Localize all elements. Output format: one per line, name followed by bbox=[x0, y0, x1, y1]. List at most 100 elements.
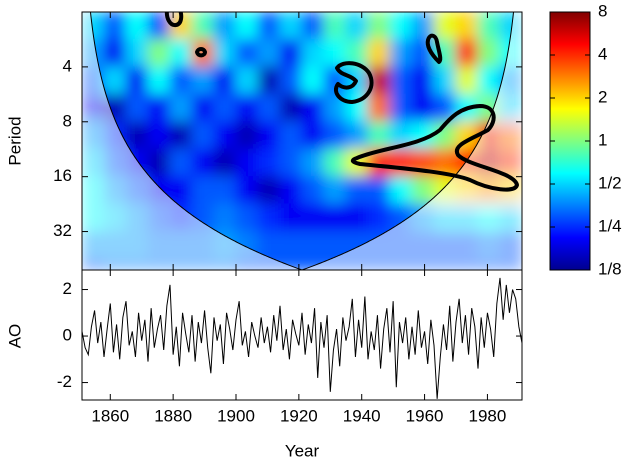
power-cell bbox=[235, 66, 259, 95]
power-cell bbox=[301, 203, 325, 233]
x-tick-label: 1900 bbox=[217, 406, 255, 425]
power-cell bbox=[279, 12, 303, 40]
power-cell bbox=[367, 148, 391, 178]
power-cell bbox=[191, 148, 215, 178]
power-cell bbox=[257, 12, 281, 40]
power-cell bbox=[103, 38, 127, 68]
power-cell bbox=[235, 121, 259, 150]
power-cell bbox=[235, 203, 259, 233]
significance-contours bbox=[164, 12, 519, 192]
y-axis-label: Period bbox=[5, 116, 24, 165]
power-cell bbox=[323, 203, 347, 233]
power-cell bbox=[213, 148, 237, 178]
power-cell bbox=[323, 231, 347, 260]
power-cell bbox=[389, 12, 413, 40]
power-cell bbox=[125, 38, 149, 68]
contour bbox=[425, 33, 443, 64]
power-cell bbox=[323, 121, 347, 150]
power-cell bbox=[257, 66, 281, 95]
y-tick-label: 0 bbox=[63, 326, 72, 345]
power-cell bbox=[125, 93, 149, 123]
power-cell bbox=[389, 148, 413, 178]
power-cell bbox=[279, 38, 303, 68]
power-cell bbox=[213, 66, 237, 95]
power-cell bbox=[147, 121, 171, 150]
power-cell bbox=[257, 176, 281, 205]
power-cell bbox=[213, 121, 237, 150]
power-cell bbox=[213, 38, 237, 68]
power-cell bbox=[367, 93, 391, 123]
power-cell bbox=[257, 203, 281, 233]
power-cell bbox=[301, 12, 325, 40]
power-cell bbox=[455, 38, 479, 68]
power-cell bbox=[323, 176, 347, 205]
power-cell bbox=[477, 12, 501, 40]
power-cell bbox=[147, 12, 171, 40]
power-cell bbox=[345, 203, 369, 233]
power-cell bbox=[191, 176, 215, 205]
power-cell bbox=[125, 121, 149, 150]
power-cell bbox=[411, 12, 435, 40]
y-tick-label: 32 bbox=[53, 221, 72, 240]
contour bbox=[195, 47, 207, 58]
power-cell bbox=[213, 203, 237, 233]
colorbar bbox=[549, 11, 591, 271]
power-cell bbox=[411, 176, 435, 205]
y-tick-label: 2 bbox=[63, 279, 72, 298]
power-cell bbox=[169, 121, 193, 150]
y-tick-label: -2 bbox=[57, 372, 72, 391]
power-cell bbox=[323, 12, 347, 40]
power-cell bbox=[257, 121, 281, 150]
power-cell bbox=[367, 203, 391, 233]
power-cell bbox=[191, 12, 215, 40]
bottom-frame bbox=[81, 269, 523, 401]
power-cell bbox=[235, 176, 259, 205]
x-axis-label: Year bbox=[285, 441, 320, 460]
power-cell bbox=[279, 203, 303, 233]
power-cell bbox=[257, 38, 281, 68]
power-cell bbox=[279, 148, 303, 178]
colorbar-tick-label: 8 bbox=[598, 1, 607, 20]
contour bbox=[164, 12, 184, 28]
power-cell bbox=[301, 121, 325, 150]
power-cell bbox=[147, 93, 171, 123]
power-cell bbox=[257, 231, 281, 260]
power-cell bbox=[301, 258, 325, 270]
power-cell bbox=[147, 38, 171, 68]
x-tick-label: 1880 bbox=[154, 406, 192, 425]
power-cell bbox=[477, 38, 501, 68]
ao-line bbox=[81, 277, 523, 399]
power-cell bbox=[323, 38, 347, 68]
power-cell bbox=[433, 66, 457, 95]
power-cell bbox=[345, 38, 369, 68]
power-cell bbox=[301, 66, 325, 95]
colorbar-tick-label: 1/8 bbox=[598, 259, 622, 278]
wavelet-power bbox=[82, 12, 522, 270]
power-cell bbox=[345, 12, 369, 40]
power-cell bbox=[367, 121, 391, 150]
x-tick-label: 1960 bbox=[406, 406, 444, 425]
power-cell bbox=[411, 66, 435, 95]
power-cell bbox=[389, 38, 413, 68]
contour bbox=[350, 104, 519, 192]
power-cell bbox=[169, 38, 193, 68]
cone-of-influence bbox=[89, 12, 515, 270]
power-cell bbox=[279, 231, 303, 260]
power-cell bbox=[279, 121, 303, 150]
power-cell bbox=[345, 176, 369, 205]
power-cell bbox=[169, 12, 193, 40]
power-cell bbox=[279, 258, 303, 270]
power-cell bbox=[433, 12, 457, 40]
power-cell bbox=[169, 66, 193, 95]
power-cell bbox=[103, 12, 127, 40]
power-cell bbox=[147, 148, 171, 178]
power-cell bbox=[213, 176, 237, 205]
power-cell bbox=[433, 93, 457, 123]
power-cell bbox=[345, 121, 369, 150]
power-cell bbox=[169, 148, 193, 178]
power-cell bbox=[147, 66, 171, 95]
power-cell bbox=[455, 66, 479, 95]
power-cell bbox=[169, 93, 193, 123]
contour bbox=[333, 61, 374, 104]
power-cell bbox=[367, 12, 391, 40]
